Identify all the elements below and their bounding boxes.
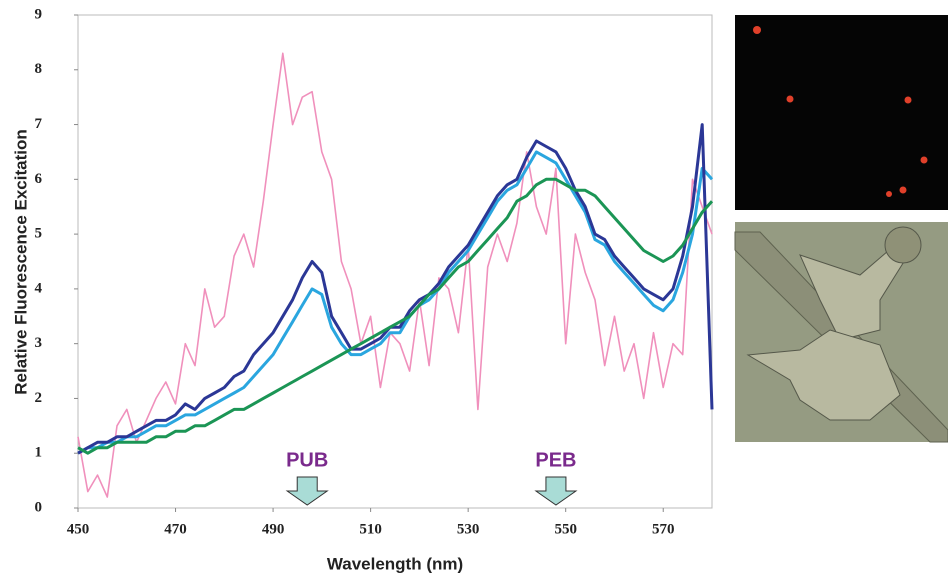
plot-frame [77,14,713,509]
y-tick-label: 9 [35,6,43,22]
series-line [77,177,714,455]
annotation: PEB [535,449,576,471]
x-tick-label: 510 [359,521,382,537]
annotation-arrow [285,476,329,506]
x-tick-label: 570 [652,521,675,537]
x-axis-label: Wavelength (nm) [327,554,463,573]
series-line [77,123,714,455]
x-tick-label: 490 [262,521,285,537]
y-tick-label: 1 [35,445,43,461]
y-tick-label: 6 [35,171,43,187]
series-line [77,150,714,455]
microscope-image [734,222,948,443]
fluorescence-image [735,15,948,210]
y-tick-label: 7 [35,116,43,132]
annotation-arrow [534,476,578,506]
y-tick-label: 5 [35,226,43,242]
y-tick-label: 4 [35,280,43,296]
x-tick-label: 530 [457,521,480,537]
x-tick-label: 450 [67,521,90,537]
y-tick-label: 8 [35,61,43,77]
y-tick-label: 2 [35,390,43,406]
y-tick-label: 0 [35,499,43,515]
series-line [77,52,713,498]
x-tick-label: 470 [164,521,187,537]
y-tick-label: 3 [35,335,43,351]
y-axis-label: Relative Fluorescence Excitation [11,129,30,395]
x-tick-label: 550 [554,521,577,537]
annotation: PUB [286,449,328,471]
